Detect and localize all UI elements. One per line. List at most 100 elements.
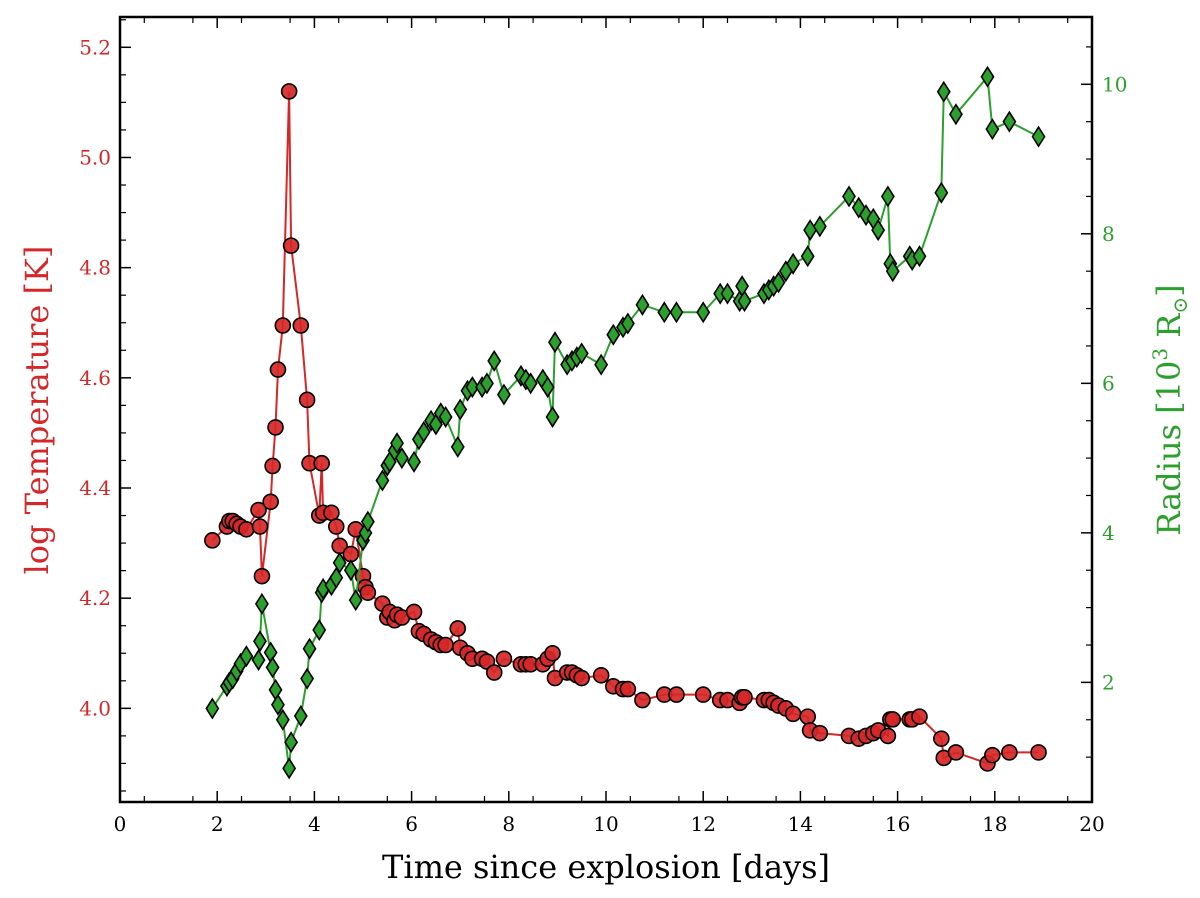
temperature-point [947, 744, 965, 761]
radius-point [416, 420, 431, 443]
radius-point [657, 301, 672, 324]
temperature-point [619, 680, 637, 698]
radius-point [545, 405, 560, 428]
radius-point [407, 450, 421, 473]
left-y-tick-label: 4.2 [79, 586, 111, 610]
radius-point [332, 551, 347, 574]
left-y-tick-label: 5.2 [79, 35, 111, 59]
right-y-axis-title-sup: 3 [1148, 348, 1172, 361]
radius-point [851, 196, 866, 219]
radius-point [394, 447, 409, 470]
radius-point [1031, 125, 1046, 148]
radius-point [390, 432, 404, 455]
radius-point [450, 435, 465, 458]
temperature-point [292, 317, 310, 334]
plot-frame [118, 15, 1094, 804]
temperature-point [267, 419, 284, 436]
x-tick-label: 6 [405, 812, 418, 836]
radius-point [620, 312, 635, 335]
temperature-point [269, 361, 287, 378]
left-y-tick-label: 4.0 [79, 696, 111, 720]
x-tick-label: 12 [690, 812, 715, 836]
temperature-point [784, 705, 802, 723]
radius-point [737, 290, 752, 313]
temperature-point [811, 724, 829, 742]
radius-point [842, 185, 856, 208]
x-tick-label: 4 [308, 812, 321, 836]
temperature-point [405, 603, 423, 621]
temperature-point [238, 521, 255, 538]
radius-point [720, 282, 735, 305]
radius-point [786, 252, 801, 275]
temperature-point [323, 504, 340, 522]
radius-point [375, 469, 390, 492]
temperature-point [879, 727, 897, 745]
right-y-tick-label: 8 [1102, 222, 1115, 246]
radius-point [205, 697, 220, 720]
radius-point [487, 349, 502, 372]
x-axis-title: Time since explosion [days] [382, 848, 830, 886]
radius-point [540, 376, 555, 399]
radius-point [496, 383, 511, 406]
radius-point [812, 215, 827, 238]
radius-point [948, 103, 963, 126]
temperature-point [933, 730, 950, 747]
temperature-point [984, 746, 1001, 764]
radius-point [254, 592, 269, 615]
temperature-point [1001, 744, 1018, 761]
radius-point [880, 185, 895, 208]
right-y-tick-label: 2 [1102, 670, 1115, 694]
x-tick-label: 14 [788, 812, 813, 836]
x-tick-label: 2 [211, 812, 224, 836]
radius-point [669, 301, 684, 324]
temperature-point [204, 532, 221, 549]
radius-point [239, 645, 254, 668]
temperature-point [251, 518, 269, 535]
temperature-point [573, 669, 591, 687]
temperature-point [884, 711, 902, 728]
radius-point [934, 181, 949, 204]
x-tick-label: 16 [885, 812, 910, 836]
radius-point [594, 353, 609, 376]
temperature-point [313, 454, 330, 472]
right-y-tick-label: 4 [1102, 521, 1115, 545]
radius-point [302, 637, 317, 660]
radius-point [465, 376, 480, 399]
radius-point [348, 589, 363, 612]
radius-point [293, 705, 308, 728]
radius-point [284, 731, 299, 754]
temperature-point [694, 686, 712, 703]
x-tick-label: 8 [502, 812, 515, 836]
temperature-point [634, 691, 651, 709]
radius-point [253, 630, 267, 653]
radius-point [635, 293, 650, 316]
radius-point [300, 667, 315, 690]
right-y-axis-title: Radius [103 R⊙] [1148, 284, 1192, 535]
radius-point [800, 245, 815, 268]
right-y-axis-title-sub: ⊙ [1168, 297, 1192, 314]
radius-point [312, 619, 327, 642]
temperature-series [204, 83, 1047, 772]
radius-point [885, 260, 900, 283]
radius-point [523, 372, 538, 395]
temperature-point [799, 708, 816, 725]
left-y-axis-title: log Temperature [K] [18, 246, 56, 575]
radius-point [343, 559, 358, 582]
temperature-point [327, 518, 345, 535]
radius-point [696, 301, 711, 324]
radius-point [985, 118, 1000, 141]
radius-point [479, 372, 494, 395]
radius-point [271, 693, 285, 716]
right-y-axis-title-unit: R [1150, 313, 1188, 348]
temperature-point [668, 686, 685, 703]
temperature-point [250, 501, 267, 519]
radius-point [438, 405, 453, 428]
temperature-point [280, 83, 298, 100]
radius-point [936, 80, 951, 103]
temperature-point [359, 584, 377, 601]
temperature-point [253, 567, 271, 585]
temperature-point [485, 664, 503, 681]
temperature-point [298, 391, 316, 409]
radius-point [282, 757, 297, 780]
right-y-tick-label: 10 [1102, 72, 1127, 96]
